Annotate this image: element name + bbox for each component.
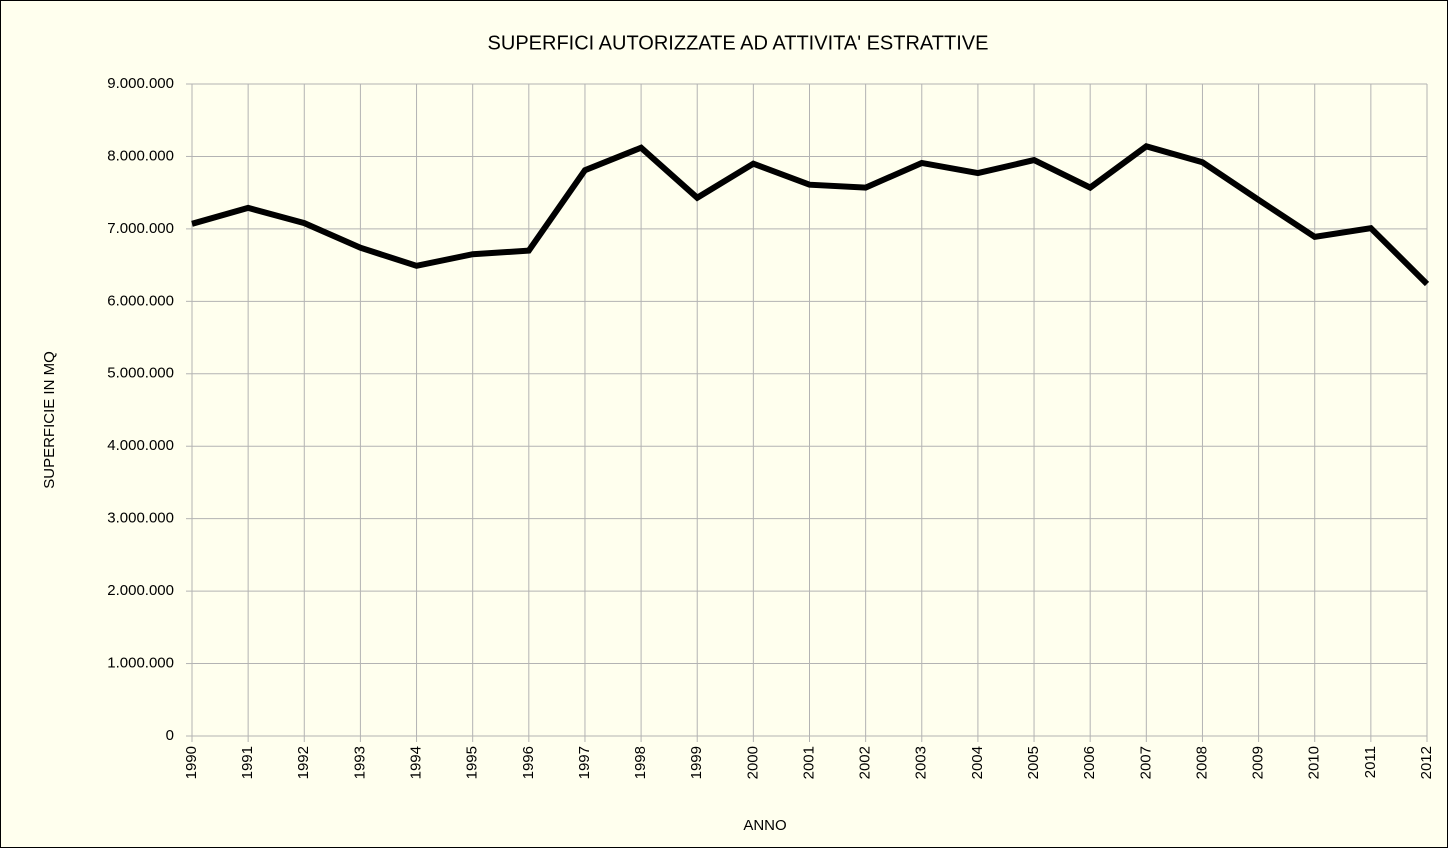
x-tick-label: 2004 — [969, 746, 986, 779]
x-tick-label: 1995 — [464, 746, 481, 779]
x-tick-label: 1998 — [632, 746, 649, 779]
chart-title: SUPERFICI AUTORIZZATE AD ATTIVITA' ESTRA… — [488, 32, 989, 54]
x-tick-label: 2003 — [913, 746, 930, 779]
x-tick-label: 2005 — [1025, 746, 1042, 779]
y-tick-label: 9.000.000 — [107, 75, 174, 92]
x-tick-label: 2002 — [857, 746, 874, 779]
x-tick-label: 1999 — [688, 746, 705, 779]
x-tick-label: 1991 — [239, 746, 256, 779]
x-tick-label: 2000 — [744, 746, 761, 779]
x-axis-label: ANNO — [743, 817, 786, 834]
x-tick-label: 1996 — [520, 746, 537, 779]
y-tick-label: 7.000.000 — [107, 220, 174, 237]
x-tick-label: 1992 — [295, 746, 312, 779]
x-tick-label: 1994 — [408, 746, 425, 779]
y-tick-label: 2.000.000 — [107, 582, 174, 599]
x-tick-label: 1993 — [351, 746, 368, 779]
y-axis-label: SUPERFICIE IN MQ — [41, 351, 58, 489]
x-tick-label: 2001 — [800, 746, 817, 779]
y-tick-label: 0 — [166, 727, 174, 744]
y-tick-label: 8.000.000 — [107, 147, 174, 164]
line — [191, 143, 1430, 287]
x-tick-label: 2009 — [1250, 746, 1267, 779]
y-tick-label: 6.000.000 — [107, 292, 174, 309]
x-tick-label: 1990 — [183, 746, 200, 779]
x-tick-label: 2008 — [1193, 746, 1210, 779]
x-tick-label: 2007 — [1137, 746, 1154, 779]
y-tick-label: 4.000.000 — [107, 437, 174, 454]
x-tick-label: 2011 — [1362, 746, 1379, 778]
x-tick-label: 2010 — [1306, 746, 1323, 779]
y-tick-label: 5.000.000 — [107, 365, 174, 382]
y-tick-label: 1.000.000 — [107, 655, 174, 672]
x-tick-label: 2006 — [1081, 746, 1098, 779]
x-tick-label: 1997 — [576, 746, 593, 779]
y-tick-label: 3.000.000 — [107, 510, 174, 527]
x-tick-label: 2012 — [1418, 746, 1435, 779]
